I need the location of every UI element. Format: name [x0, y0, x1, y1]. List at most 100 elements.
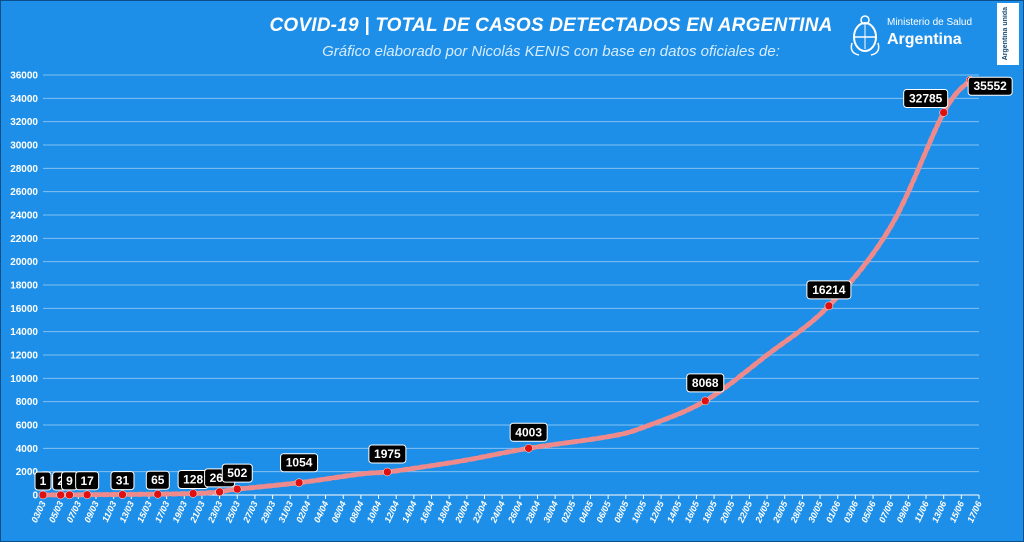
- data-label: 1: [40, 474, 47, 488]
- y-tick-label: 4000: [16, 444, 39, 455]
- data-point: [65, 490, 74, 500]
- data-label: 16214: [812, 283, 846, 297]
- x-tick-label: 28/04: [523, 500, 542, 526]
- x-tick-label: 18/05: [700, 499, 719, 525]
- data-point: [188, 489, 198, 498]
- data-label: 32785: [909, 92, 943, 106]
- x-tick-label: 02/05: [559, 499, 578, 525]
- data-label-box: [34, 471, 52, 491]
- y-tick-label: 14000: [10, 327, 38, 338]
- chart-subtitle: Gráfico elaborado por Nicolás KENIS con …: [322, 43, 780, 60]
- data-point: [383, 467, 392, 477]
- y-tick-label: 24000: [10, 211, 38, 222]
- x-tick-label: 06/05: [594, 499, 613, 525]
- data-point: [824, 301, 834, 311]
- data-label: 17: [80, 474, 94, 488]
- x-tick-label: 07/06: [877, 499, 896, 525]
- data-label-box: [75, 471, 100, 491]
- x-tick-label: 13/03: [118, 500, 137, 525]
- x-tick-label: 12/05: [647, 499, 666, 525]
- x-tick-label: 08/05: [612, 499, 631, 525]
- ministry-country: Argentina: [887, 31, 962, 48]
- data-label: 35552: [973, 79, 1007, 93]
- x-tick-label: 19/03: [171, 500, 190, 525]
- data-label: 2: [57, 474, 64, 488]
- x-tick-label: 22/05: [735, 499, 754, 525]
- ministry-logo: Ministerio de Salud Argentina: [847, 11, 997, 63]
- data-label: 4003: [515, 425, 542, 439]
- data-label: 31: [116, 474, 130, 488]
- y-tick-label: 32000: [10, 117, 38, 128]
- x-tick-label: 18/04: [435, 500, 454, 525]
- data-label-box: [686, 373, 725, 393]
- x-tick-label: 15/03: [135, 500, 154, 525]
- y-tick-label: 2000: [16, 467, 39, 478]
- data-label: 502: [227, 466, 247, 480]
- y-tick-label: 22000: [10, 234, 38, 245]
- data-point: [38, 490, 48, 500]
- x-tick-label: 22/04: [470, 500, 489, 526]
- x-tick-label: 14/04: [400, 500, 419, 525]
- x-tick-label: 10/05: [630, 499, 649, 525]
- x-tick-label: 04/04: [312, 500, 331, 525]
- x-tick-label: 05/06: [859, 499, 878, 525]
- data-point: [215, 487, 224, 497]
- data-label: 8068: [692, 376, 719, 390]
- y-tick-label: 28000: [10, 164, 38, 175]
- x-tick-label: 21/03: [188, 500, 207, 526]
- x-tick-label: 20/05: [718, 499, 737, 525]
- x-tick-label: 26/05: [771, 499, 790, 525]
- data-label: 128: [183, 473, 203, 487]
- x-tick-label: 16/05: [683, 499, 702, 525]
- x-tick-label: 10/04: [365, 500, 384, 525]
- y-tick-label: 34000: [10, 94, 38, 105]
- x-tick-label: 03/03: [29, 500, 48, 525]
- series-markers: [40, 77, 973, 498]
- data-label-box: [368, 444, 407, 464]
- x-tick-label: 30/05: [806, 499, 825, 525]
- data-label: 9: [66, 474, 73, 488]
- argentina-coat-of-arms-icon: [850, 15, 880, 56]
- x-tick-label: 28/05: [788, 499, 807, 525]
- x-tick-label: 17/03: [153, 500, 172, 525]
- data-label: 1975: [374, 447, 401, 461]
- x-tick-label: 12/04: [382, 500, 401, 525]
- y-tick-label: 18000: [10, 281, 38, 292]
- data-point: [701, 396, 710, 406]
- x-tick-label: 26/04: [506, 500, 525, 526]
- y-tick-label: 6000: [16, 421, 39, 432]
- data-label-box: [110, 471, 135, 491]
- x-tick-label: 24/04: [488, 500, 507, 526]
- x-tick-label: 30/04: [541, 500, 560, 525]
- data-label-box: [221, 463, 253, 483]
- data-point: [153, 489, 163, 499]
- data-point: [294, 478, 304, 487]
- data-point: [939, 108, 948, 117]
- x-tick-label: 31/03: [276, 500, 295, 525]
- x-tick-label: 09/06: [895, 499, 914, 525]
- x-tick-label: 17/06: [965, 499, 984, 525]
- x-tick-label: 14/05: [665, 499, 684, 525]
- data-label-box: [509, 422, 548, 442]
- data-label: 65: [151, 473, 165, 487]
- ministry-name: Ministerio de Salud: [887, 17, 973, 28]
- data-label-box: [806, 280, 852, 300]
- data-label-box: [903, 89, 949, 109]
- side-tag: Argentina unida: [997, 3, 1019, 65]
- x-tick-label: 02/04: [294, 500, 313, 525]
- data-label: 1054: [286, 456, 313, 470]
- x-tick-label: 05/03: [47, 500, 66, 525]
- y-tick-label: 26000: [10, 187, 38, 198]
- chart-title: COVID-19 | TOTAL DE CASOS DETECTADOS EN …: [269, 15, 833, 36]
- x-tick-label: 07/03: [65, 500, 84, 525]
- y-tick-label: 10000: [10, 374, 38, 385]
- y-tick-label: 20000: [10, 257, 38, 268]
- y-tick-label: 12000: [10, 351, 38, 362]
- x-tick-label: 20/04: [453, 500, 472, 526]
- data-label-box: [280, 453, 319, 473]
- y-tick-label: 0: [32, 491, 38, 502]
- x-tick-label: 06/04: [329, 500, 348, 525]
- x-tick-label: 13/06: [930, 499, 949, 525]
